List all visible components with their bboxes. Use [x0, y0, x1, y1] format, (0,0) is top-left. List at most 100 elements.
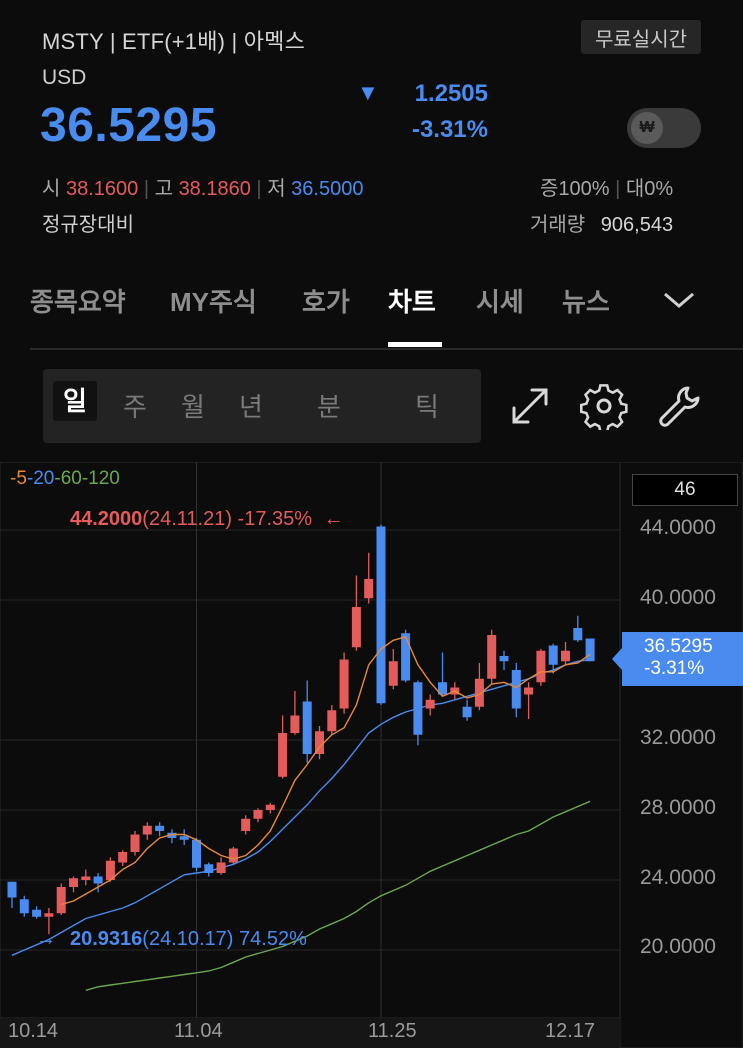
ohl-row: 시 38.1600 | 고 38.1860 | 저 36.5000	[42, 172, 363, 201]
candle-body	[56, 887, 66, 914]
ma60-line	[85, 800, 591, 991]
gear-icon[interactable]	[580, 382, 628, 430]
candle-body	[376, 526, 386, 704]
candle-body	[548, 645, 558, 665]
right-arrow-icon: →	[36, 928, 56, 950]
x-tick-label: 11.25	[368, 1020, 417, 1042]
candle-body	[253, 810, 263, 819]
tab-quote[interactable]: 호가	[302, 287, 350, 317]
y-tick-label: 28.0000	[640, 796, 716, 819]
candle-body	[388, 661, 398, 686]
currency-label: USD	[42, 66, 87, 89]
legend-dash: -	[81, 468, 89, 489]
ma-legend: -5-20-60-120	[10, 468, 120, 490]
margin-stats: 증100% | 대0%	[540, 172, 673, 201]
period-year[interactable]: 년	[239, 392, 263, 422]
period-selector: 일 주 월 년 분 틱	[43, 369, 481, 443]
divider: |	[143, 178, 150, 200]
tab-news[interactable]: 뉴스	[562, 287, 610, 317]
candle-body	[81, 876, 91, 880]
tab-bar: 종목요약 MY주식 호가 차트 시세 뉴스	[30, 278, 743, 350]
candle-body	[265, 804, 275, 810]
volume-label: 거래량	[530, 214, 586, 236]
candle-body	[585, 638, 595, 662]
candle-body	[573, 628, 583, 641]
volume-value: 906,543	[600, 214, 674, 236]
legend-ma60: 60	[60, 468, 82, 489]
y-tick-label: 44.0000	[640, 516, 716, 539]
low-annotation: → 20.9316(24.10.17) 74.52%	[36, 928, 307, 951]
candle-body	[499, 656, 509, 662]
candle-body	[438, 682, 447, 695]
margin-label: 증100%	[540, 178, 610, 200]
candle-body	[44, 913, 54, 917]
high-annotation-price: 44.2000	[70, 508, 143, 530]
divider: |	[256, 178, 262, 200]
period-tick[interactable]: 틱	[415, 392, 439, 422]
x-tick-label: 10.14	[8, 1020, 59, 1042]
chevron-down-icon[interactable]	[662, 290, 696, 310]
candle-body	[241, 818, 251, 831]
legend-dash: -	[26, 468, 34, 489]
candle-body	[425, 699, 435, 709]
currency-toggle[interactable]: ₩	[627, 108, 701, 148]
active-tab-indicator	[388, 342, 442, 347]
period-month[interactable]: 월	[181, 392, 205, 422]
candle-body	[93, 876, 103, 884]
change-amount: 1.2505	[414, 80, 488, 107]
candle-body	[278, 733, 288, 777]
high-annotation-detail: (24.11.21) -17.35%	[142, 508, 313, 530]
y-tick-label: 40.0000	[640, 586, 716, 609]
stock-title: MSTY | ETF(+1배) | 아멕스	[42, 29, 306, 54]
candle-body	[511, 670, 521, 709]
legend-ma5: 5	[16, 468, 27, 489]
open-value: 38.1600	[65, 178, 139, 200]
x-axis-panel	[0, 1018, 620, 1048]
expand-icon[interactable]	[506, 382, 554, 430]
period-day[interactable]: 일	[53, 381, 97, 421]
wrench-icon[interactable]	[656, 382, 704, 430]
y-tick-label: 20.0000	[640, 935, 716, 958]
tab-my-stock[interactable]: MY주식	[170, 287, 257, 317]
candle-body	[364, 579, 374, 599]
candle-body	[155, 825, 165, 831]
legend-dash: -	[10, 468, 17, 489]
candle-body	[524, 687, 534, 695]
y-axis-panel	[619, 462, 743, 1048]
candle-body	[69, 878, 78, 887]
tab-chart[interactable]: 차트	[388, 287, 436, 317]
axis-top-value: 46	[632, 474, 738, 506]
period-week[interactable]: 주	[123, 392, 147, 422]
candle-body	[204, 864, 214, 873]
period-minute[interactable]: 분	[317, 392, 341, 422]
volume-row: 거래량 906,543	[530, 208, 673, 237]
change-percent: -3.31%	[411, 116, 488, 143]
candle-body	[413, 682, 423, 735]
legend-ma20: 20	[33, 468, 55, 489]
realtime-badge[interactable]: 무료실시간	[581, 20, 701, 54]
candle-body	[339, 659, 349, 709]
low-annotation-detail: (24.10.17) 74.52%	[142, 928, 307, 950]
tab-summary[interactable]: 종목요약	[30, 287, 126, 317]
candle-body	[7, 881, 17, 898]
candle-body	[290, 715, 300, 733]
tab-price[interactable]: 시세	[476, 287, 524, 317]
high-label: 고	[154, 178, 173, 200]
session-label: 정규장대비	[42, 214, 134, 236]
left-arrow-icon: ←	[323, 508, 344, 530]
current-price: 36.5295	[40, 99, 218, 152]
y-tick-label: 24.0000	[640, 866, 716, 889]
candle-body	[302, 701, 312, 754]
x-tick-label: 11.04	[174, 1020, 223, 1042]
candle-body	[142, 825, 152, 835]
low-annotation-price: 20.9316	[70, 928, 143, 950]
high-annotation: 44.2000(24.11.21) -17.35% ←	[70, 508, 344, 531]
candlestick-chart[interactable]	[0, 462, 743, 1048]
current-price-tag: 36.5295 -3.31%	[612, 632, 743, 686]
high-value: 38.1860	[178, 178, 251, 200]
candle-body	[536, 650, 546, 683]
candle-body	[32, 909, 42, 917]
ma5-line	[61, 635, 591, 906]
low-label: 저	[267, 178, 286, 200]
candle-body	[561, 650, 570, 662]
